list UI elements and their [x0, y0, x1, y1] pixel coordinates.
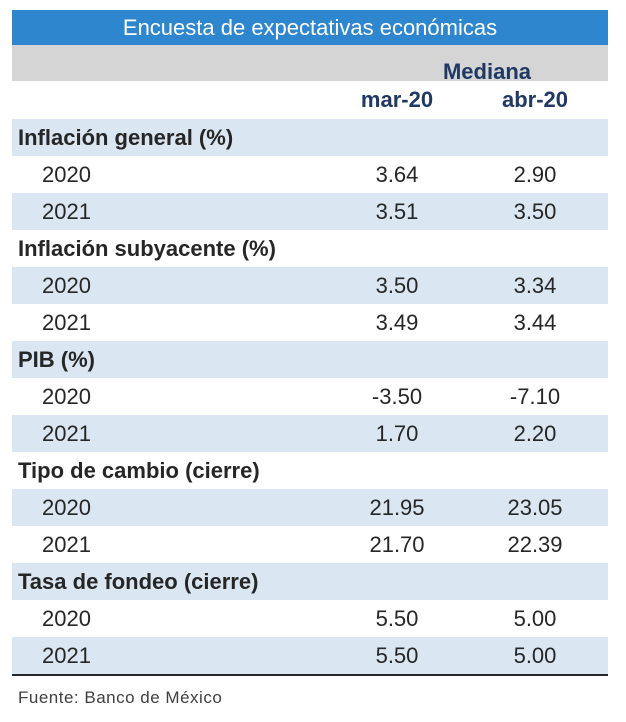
- value-cell-abr: 5.00: [513, 606, 557, 631]
- value-cell-abr: 3.34: [513, 273, 557, 298]
- value-cell-mar: 5.50: [375, 643, 419, 668]
- year-cell: 2021: [42, 643, 91, 668]
- section-label: Tipo de cambio (cierre): [18, 458, 260, 483]
- year-cell: 2020: [42, 606, 91, 631]
- value-cell-mar: 3.64: [375, 162, 419, 187]
- column-header-mar: mar-20: [360, 87, 434, 112]
- value-cell-mar: -3.50: [371, 384, 423, 409]
- median-label: Mediana: [442, 59, 532, 84]
- year-cell: 2020: [42, 273, 91, 298]
- value-cell-abr: 3.50: [513, 199, 557, 224]
- table-bottom-rule: [12, 674, 608, 676]
- value-cell-abr: 23.05: [507, 495, 563, 520]
- value-cell-abr: 5.00: [513, 643, 557, 668]
- section-header-row: Tasa de fondeo (cierre): [12, 563, 608, 600]
- section-label: PIB (%): [18, 347, 95, 372]
- year-cell: 2021: [42, 421, 91, 446]
- table-title: Encuesta de expectativas económicas: [12, 10, 608, 45]
- table-row: 2020 5.50 5.00: [12, 600, 608, 637]
- value-cell-abr: 2.90: [513, 162, 557, 187]
- table-row: 2020 21.95 23.05: [12, 489, 608, 526]
- section-label: Inflación general (%): [18, 125, 234, 150]
- column-header-abr: abr-20: [501, 87, 569, 112]
- table-row: 2021 3.49 3.44: [12, 304, 608, 341]
- value-cell-abr: 2.20: [513, 421, 557, 446]
- value-cell-abr: -7.10: [509, 384, 561, 409]
- source-note: Fuente: Banco de México: [18, 688, 223, 707]
- section-label: Tasa de fondeo (cierre): [18, 569, 259, 594]
- column-header-row: mar-20 abr-20: [12, 81, 608, 119]
- value-cell-mar: 3.51: [375, 199, 419, 224]
- year-cell: 2021: [42, 310, 91, 335]
- table-row: 2021 3.51 3.50: [12, 193, 608, 230]
- year-cell: 2021: [42, 532, 91, 557]
- value-cell-abr: 22.39: [507, 532, 563, 557]
- year-cell: 2021: [42, 199, 91, 224]
- table-row: 2021 5.50 5.00: [12, 637, 608, 674]
- section-header-row: Inflación general (%): [12, 119, 608, 156]
- year-cell: 2020: [42, 384, 91, 409]
- value-cell-mar: 21.70: [369, 532, 425, 557]
- section-label: Inflación subyacente (%): [18, 236, 276, 261]
- table-row: 2020 3.64 2.90: [12, 156, 608, 193]
- table-row: 2021 1.70 2.20: [12, 415, 608, 452]
- year-cell: 2020: [42, 495, 91, 520]
- table-row: 2021 21.70 22.39: [12, 526, 608, 563]
- value-cell-mar: 3.49: [375, 310, 419, 335]
- table-row: 2020 3.50 3.34: [12, 267, 608, 304]
- value-cell-mar: 3.50: [375, 273, 419, 298]
- value-cell-abr: 3.44: [513, 310, 557, 335]
- value-cell-mar: 1.70: [375, 421, 419, 446]
- median-header-band: [12, 45, 608, 81]
- year-cell: 2020: [42, 162, 91, 187]
- median-header: Mediana: [12, 54, 608, 90]
- section-header-row: Inflación subyacente (%): [12, 230, 608, 267]
- expectations-table: Encuesta de expectativas económicas Medi…: [12, 10, 608, 676]
- value-cell-mar: 5.50: [375, 606, 419, 631]
- section-header-row: PIB (%): [12, 341, 608, 378]
- table-row: 2020 -3.50 -7.10: [12, 378, 608, 415]
- section-header-row: Tipo de cambio (cierre): [12, 452, 608, 489]
- value-cell-mar: 21.95: [369, 495, 425, 520]
